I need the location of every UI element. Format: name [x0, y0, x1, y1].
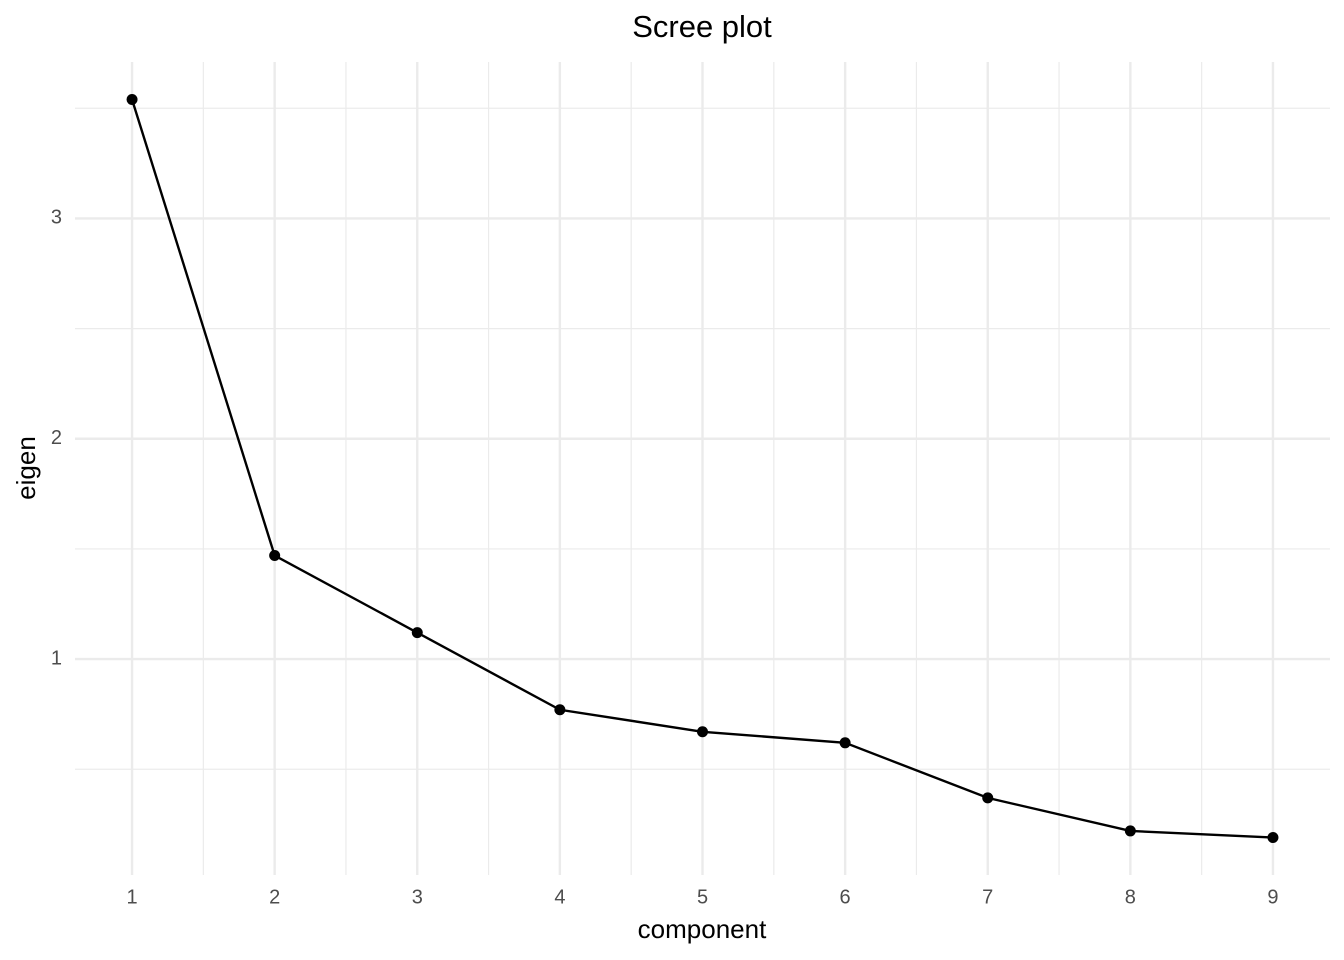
x-tick-label: 2	[269, 886, 280, 908]
x-axis-label: component	[638, 914, 767, 944]
data-point	[1267, 832, 1279, 844]
x-tick-label: 6	[840, 886, 851, 908]
data-point	[269, 550, 281, 562]
y-tick-label: 3	[51, 207, 62, 229]
y-tick-label: 1	[51, 647, 62, 669]
x-tick-label: 8	[1125, 886, 1136, 908]
x-tick-label: 9	[1267, 886, 1278, 908]
x-tick-label: 7	[982, 886, 993, 908]
data-point	[411, 627, 423, 639]
data-point	[126, 93, 138, 105]
data-point	[1124, 825, 1136, 837]
chart-title: Scree plot	[632, 9, 772, 44]
x-tick-label: 4	[554, 886, 565, 908]
data-point	[982, 792, 994, 804]
data-point	[839, 737, 851, 749]
data-point	[554, 704, 566, 716]
y-tick-label: 2	[51, 427, 62, 449]
x-tick-label: 5	[697, 886, 708, 908]
x-tick-label: 3	[412, 886, 423, 908]
y-axis-label: eigen	[11, 436, 41, 500]
data-point	[697, 726, 708, 738]
x-tick-label: 1	[126, 886, 137, 908]
